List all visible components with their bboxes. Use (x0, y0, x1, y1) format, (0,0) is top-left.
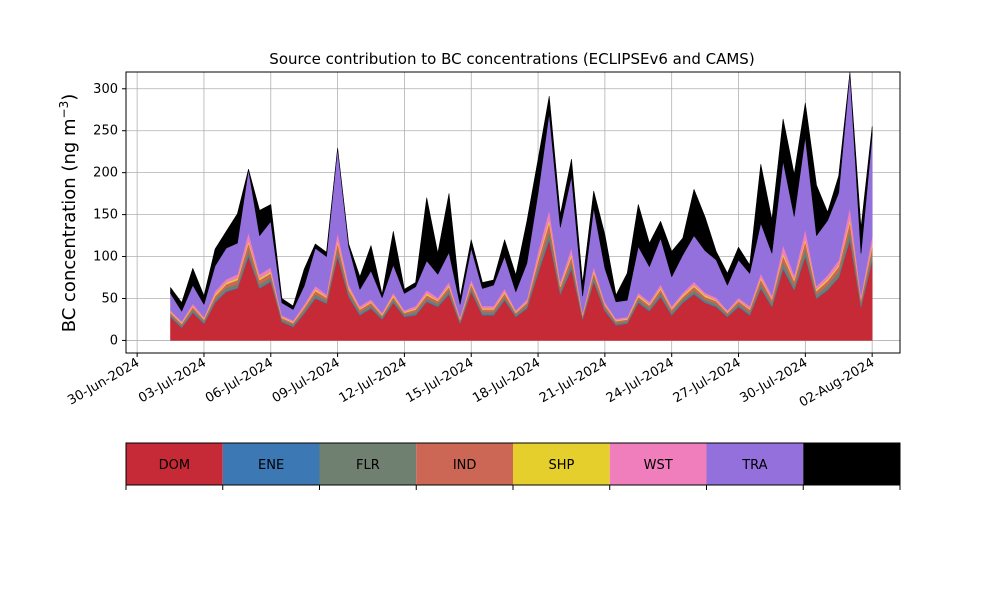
legend-label-ind: IND (453, 458, 477, 473)
y-tick-label: 250 (93, 124, 118, 139)
chart-title: Source contribution to BC concentrations… (269, 50, 754, 68)
legend-label-flr: FLR (356, 458, 380, 473)
legend-swatch-dom (126, 443, 223, 485)
legend-swatch-shp (513, 443, 610, 485)
legend: DOM ENE FLR IND SHP WST TRA BB (125, 442, 901, 490)
y-tick-label: 100 (93, 250, 118, 265)
y-axis-label: BC concentration (ng m−3) (57, 94, 80, 333)
y-tick-label: 300 (93, 82, 118, 97)
x-tick-label: 24-Jul-2024 (604, 355, 677, 406)
x-tick-label: 03-Jul-2024 (136, 355, 209, 406)
legend-label-bb: BB (843, 458, 861, 473)
x-tick-label: 15-Jul-2024 (403, 355, 476, 406)
plot-area: 0 50 100 150 200 250 300 30-Jun-202403-Jul-2024… (65, 71, 901, 411)
area-bb (170, 72, 873, 312)
axes-frame (125, 71, 901, 354)
y-tick-label: 200 (93, 166, 118, 181)
y-axis-label-main: BC concentration (ng m (59, 118, 80, 332)
legend-label-shp: SHP (548, 458, 574, 473)
legend-swatch-ene (222, 443, 320, 485)
y-tick-label: 0 (110, 333, 118, 348)
x-tick-label: 21-Jul-2024 (537, 355, 610, 406)
x-tick-label: 02-Aug-2024 (797, 355, 877, 410)
legend-swatch-tra (706, 443, 804, 485)
legend-swatch-ind (416, 443, 513, 485)
y-tick-label: 50 (101, 291, 118, 306)
legend-swatch-wst (609, 443, 707, 485)
legend-label-ene: ENE (258, 458, 284, 473)
legend-label-wst: WST (644, 458, 673, 473)
legend-label-tra: TRA (741, 458, 767, 473)
y-tick-label: 150 (93, 208, 118, 223)
y-axis-label-close: ) (59, 94, 80, 101)
x-tick-label: 27-Jul-2024 (671, 355, 744, 406)
x-tick-label: 12-Jul-2024 (337, 355, 410, 406)
legend-swatch-flr (319, 443, 417, 485)
legend-label-dom: DOM (159, 458, 190, 473)
legend-frame (125, 442, 901, 486)
x-tick-label: 18-Jul-2024 (470, 355, 543, 406)
x-tick-label: 30-Jun-2024 (65, 355, 142, 408)
x-tick-label: 06-Jul-2024 (203, 355, 276, 406)
x-tick-label: 09-Jul-2024 (270, 355, 343, 406)
legend-swatch-bb (803, 443, 900, 485)
y-axis-label-sup: −3 (57, 101, 71, 119)
